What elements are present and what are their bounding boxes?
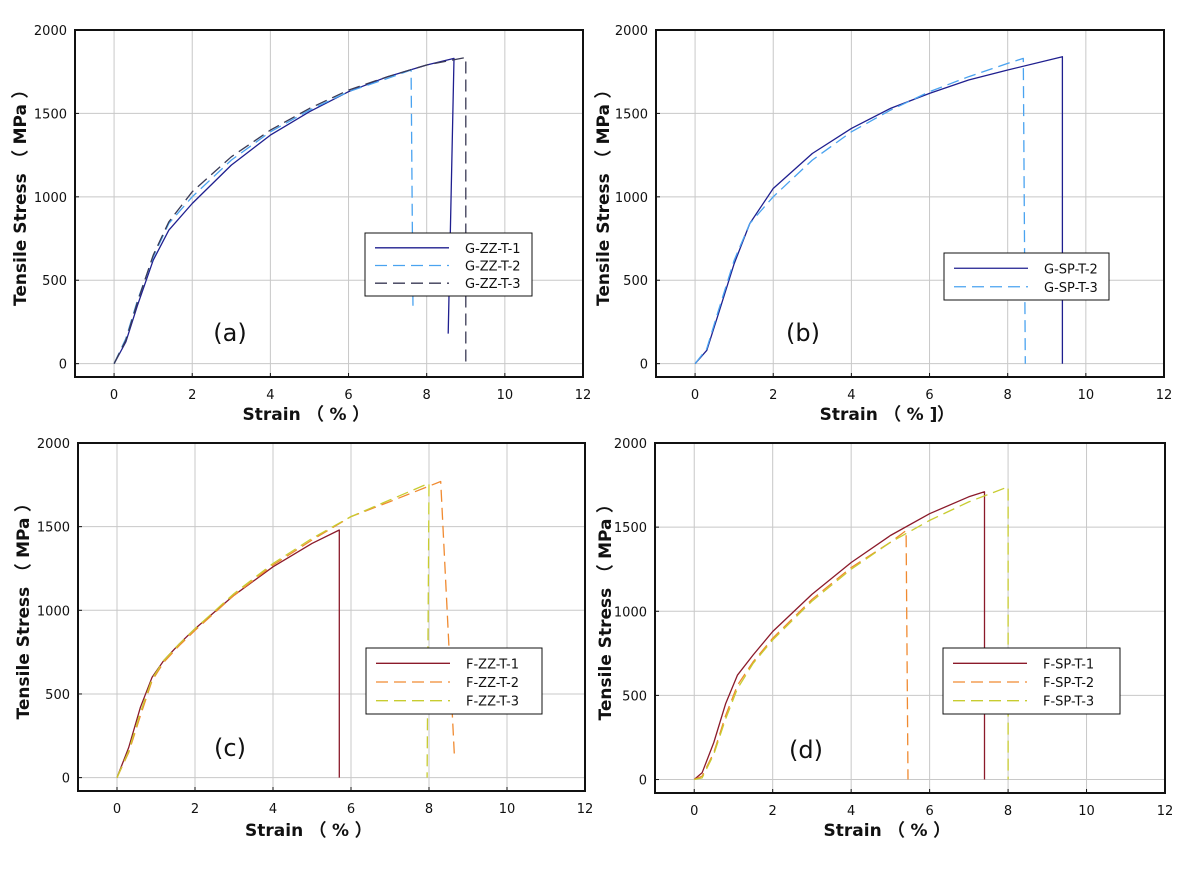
- series-line-g-zz-t-2: [113, 69, 414, 364]
- chart-panel-4: 0 2 4 6 8 10 12 0 500 1000 1500 2000 Strain （ % ） Ten…: [595, 437, 1173, 841]
- x-tick-label: 10: [1078, 804, 1095, 819]
- legend: G-SP-T-2 G-SP-T-3: [943, 252, 1110, 301]
- panel-label: (c): [214, 734, 246, 762]
- x-tick-label: 0: [110, 388, 118, 403]
- legend-entry: F-ZZ-T-3: [466, 695, 519, 710]
- y-tick-label: 1000: [614, 605, 647, 620]
- series-line-f-zz-t-3: [116, 482, 430, 778]
- x-tick-label: 12: [575, 388, 592, 403]
- legend-entry: G-SP-T-3: [1044, 281, 1098, 296]
- plot-frame: [654, 442, 1166, 794]
- x-tick-label: 0: [113, 802, 121, 817]
- y-tick-label: 2000: [614, 437, 647, 452]
- series-line-g-zz-t-3: [113, 56, 467, 365]
- series-line-f-sp-t-3: [694, 486, 1009, 781]
- y-axis-label: Tensile Stress （ MPa ）: [595, 496, 616, 721]
- x-tick-label: 4: [269, 802, 277, 817]
- x-tick-label: 12: [1157, 804, 1174, 819]
- series-line-g-sp-t-3: [694, 57, 1026, 365]
- plot-frame: [655, 29, 1165, 378]
- legend-entry: F-SP-T-3: [1043, 695, 1094, 710]
- x-axis-label: Strain （ % ]）: [820, 404, 955, 425]
- y-tick-label: 1500: [614, 521, 647, 536]
- y-tick-label: 500: [45, 688, 70, 703]
- x-tick-label: 8: [425, 802, 433, 817]
- legend-entry: F-SP-T-1: [1043, 657, 1094, 672]
- x-tick-label: 6: [925, 388, 933, 403]
- x-tick-label: 6: [925, 804, 933, 819]
- y-tick-label: 1500: [34, 107, 67, 122]
- legend-entry: G-ZZ-T-3: [465, 277, 521, 292]
- x-tick-label: 4: [847, 804, 855, 819]
- x-tick-label: 12: [577, 802, 594, 817]
- x-tick-label: 2: [769, 388, 777, 403]
- chart-panel-3: 0 2 4 6 8 10 12 0 500 1000 1500 2000 Strain （ % ） Ten…: [13, 437, 593, 841]
- y-tick-label: 500: [42, 274, 67, 289]
- y-axis-label: Tensile Stress （ MPa ）: [10, 81, 31, 306]
- legend-box: [943, 252, 1110, 301]
- panel-label: (a): [213, 319, 246, 347]
- legend: F-ZZ-T-1 F-ZZ-T-2 F-ZZ-T-3: [365, 647, 543, 715]
- x-tick-label: 10: [1078, 388, 1095, 403]
- x-tick-label: 12: [1156, 388, 1173, 403]
- y-tick-label: 0: [639, 774, 647, 789]
- x-tick-label: 8: [1004, 388, 1012, 403]
- y-tick-label: 2000: [615, 24, 648, 39]
- y-tick-label: 2000: [37, 437, 70, 452]
- x-tick-label: 8: [423, 388, 431, 403]
- y-tick-label: 0: [640, 358, 648, 373]
- x-tick-label: 6: [347, 802, 355, 817]
- panel-label: (b): [786, 319, 820, 347]
- legend-box: [365, 647, 543, 715]
- y-tick-label: 500: [623, 274, 648, 289]
- legend-entry: F-SP-T-2: [1043, 676, 1094, 691]
- y-tick-label: 0: [62, 772, 70, 787]
- y-tick-label: 1500: [615, 107, 648, 122]
- x-tick-label: 0: [691, 388, 699, 403]
- y-tick-label: 0: [59, 358, 67, 373]
- x-tick-label: 4: [847, 388, 855, 403]
- legend: F-SP-T-1 F-SP-T-2 F-SP-T-3: [942, 647, 1121, 715]
- x-tick-label: 6: [344, 388, 352, 403]
- series-line-f-zz-t-2: [116, 480, 456, 778]
- x-tick-label: 2: [188, 388, 196, 403]
- chart-panel-2: 0 2 4 6 8 10 12 0 500 1000 1500 2000 Strain （ % ]） Te…: [593, 24, 1172, 425]
- legend: G-ZZ-T-1 G-ZZ-T-2 G-ZZ-T-3: [364, 232, 533, 297]
- x-axis-label: Strain （ % ）: [824, 820, 951, 841]
- legend-entry: G-SP-T-2: [1044, 262, 1098, 277]
- y-tick-label: 1500: [37, 521, 70, 536]
- y-tick-label: 1000: [34, 191, 67, 206]
- series-line-f-sp-t-1: [693, 491, 986, 780]
- y-tick-label: 500: [622, 689, 647, 704]
- series-line-g-zz-t-1: [113, 57, 455, 365]
- plot-frame: [74, 29, 584, 378]
- x-tick-label: 10: [499, 802, 516, 817]
- x-tick-label: 0: [690, 804, 698, 819]
- chart-panel-1: 0 2 4 6 8 10 12 0 500 1000 1500 2000 Strain （ % ） Ten…: [10, 24, 591, 425]
- legend-entry: F-ZZ-T-2: [466, 676, 519, 691]
- legend-box: [942, 647, 1121, 715]
- series-line-f-sp-t-2: [693, 529, 909, 781]
- y-axis-label: Tensile Stress （ MPa ）: [13, 495, 34, 720]
- x-tick-label: 8: [1004, 804, 1012, 819]
- x-tick-label: 2: [191, 802, 199, 817]
- legend-entry: G-ZZ-T-2: [465, 260, 521, 275]
- x-axis-label: Strain （ % ）: [245, 820, 372, 841]
- legend-entry: F-ZZ-T-1: [466, 657, 519, 672]
- series-line-g-sp-t-2: [694, 56, 1064, 365]
- series-line-f-zz-t-1: [116, 529, 340, 778]
- panel-label: (d): [789, 736, 823, 764]
- legend-entry: G-ZZ-T-1: [465, 242, 521, 257]
- x-axis-label: Strain （ % ）: [243, 404, 370, 425]
- y-tick-label: 1000: [615, 191, 648, 206]
- y-axis-label: Tensile Stress （ MPa ）: [593, 81, 614, 306]
- x-tick-label: 10: [497, 388, 514, 403]
- plot-frame: [77, 442, 586, 792]
- x-tick-label: 4: [266, 388, 274, 403]
- x-tick-label: 2: [769, 804, 777, 819]
- legend-box: [364, 232, 533, 297]
- y-tick-label: 2000: [34, 24, 67, 39]
- y-tick-label: 1000: [37, 604, 70, 619]
